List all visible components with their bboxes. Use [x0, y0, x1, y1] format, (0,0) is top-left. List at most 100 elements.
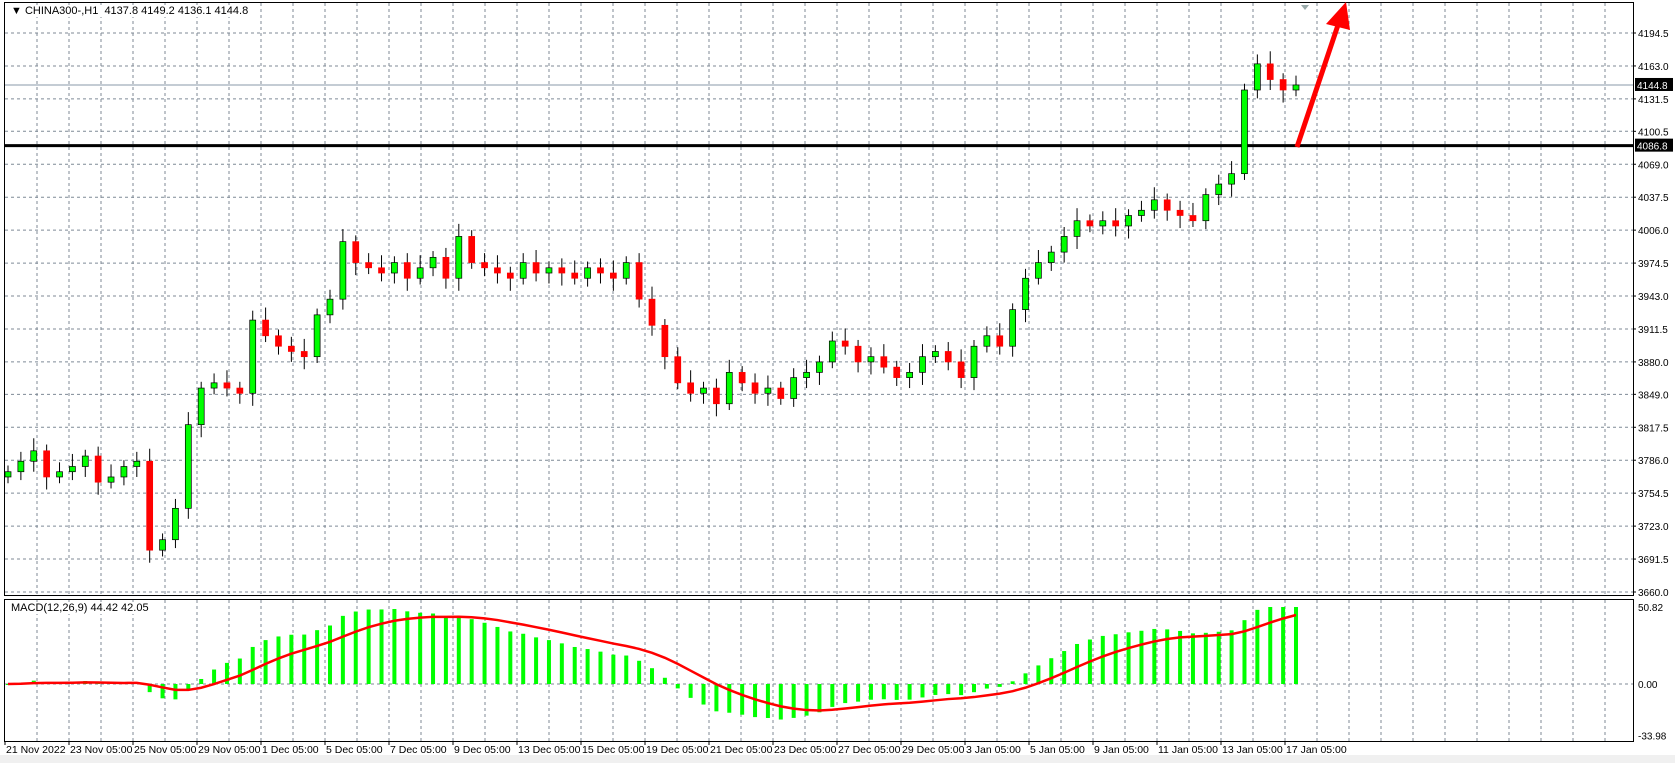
macd-histogram-bar — [353, 611, 358, 684]
macd-histogram-bar — [379, 609, 384, 684]
macd-histogram-bar — [340, 615, 345, 684]
candle — [854, 345, 862, 363]
arrow-up-icon — [1294, 24, 1341, 148]
symbol-label: CHINA300-,H1 — [24, 5, 99, 17]
candle — [30, 450, 38, 462]
candle — [777, 387, 785, 399]
macd-histogram-bar — [237, 658, 242, 684]
candle — [275, 335, 282, 347]
time-label: 21 Nov 2022 — [6, 744, 66, 756]
macd-histogram-bar — [199, 678, 204, 684]
candle — [816, 361, 823, 373]
chart-title: ▼ CHINA300-,H1 4137.8 4149.2 4136.1 4144… — [8, 5, 252, 17]
candle — [597, 267, 604, 274]
macd-histogram-bar — [173, 684, 178, 700]
candle — [545, 267, 553, 274]
candle — [880, 356, 888, 368]
macd-histogram-bar — [778, 684, 783, 720]
macd-histogram-bar — [727, 684, 732, 713]
candle — [4, 471, 12, 478]
candle — [1254, 63, 1261, 91]
price-label: 3880.0 — [1638, 358, 1669, 369]
candle — [648, 298, 656, 326]
candle — [288, 345, 295, 352]
candle — [661, 324, 669, 358]
macd-histogram-bar — [933, 684, 938, 695]
macd-histogram-bar — [224, 662, 229, 684]
candle — [1202, 194, 1210, 222]
candle — [1228, 173, 1235, 185]
candle — [1047, 251, 1055, 263]
price-label: 3723.0 — [1638, 522, 1669, 533]
candle — [1086, 220, 1094, 227]
candle — [1009, 309, 1016, 347]
candle — [249, 319, 257, 394]
candle — [56, 471, 63, 478]
macd-histogram-bar — [212, 669, 217, 684]
time-label: 13 Dec 05:00 — [518, 744, 581, 756]
macd-histogram-bar — [495, 626, 500, 684]
macd-histogram-bar — [1049, 658, 1054, 684]
candle — [1279, 79, 1287, 91]
macd-histogram-bar — [997, 684, 1002, 687]
price-label: 3911.5 — [1638, 325, 1668, 336]
candle — [841, 340, 849, 347]
candle — [622, 262, 630, 279]
candle — [700, 387, 707, 394]
macd-histogram-bar — [1242, 620, 1247, 684]
macd-histogram-bar — [1075, 643, 1080, 684]
macd-histogram-bar — [366, 609, 371, 684]
time-label: 25 Nov 05:00 — [134, 744, 197, 756]
candle — [506, 272, 514, 279]
macd-axis-label: 0.00 — [1638, 680, 1658, 691]
candle — [519, 262, 527, 279]
macd-histogram-bar — [1036, 665, 1041, 684]
macd-histogram-bar — [1268, 607, 1273, 684]
candle — [146, 460, 154, 551]
triangle-down-icon[interactable]: ▼ — [11, 5, 25, 17]
candle — [365, 262, 372, 269]
candle — [1138, 209, 1145, 216]
candle — [996, 335, 1004, 347]
candle — [1112, 220, 1120, 227]
candle — [584, 267, 591, 279]
macd-histogram-bar — [1010, 681, 1015, 684]
candle — [738, 372, 746, 384]
time-label: 9 Jan 05:00 — [1094, 744, 1149, 756]
macd-histogram-bar — [1139, 630, 1144, 684]
macd-histogram-bar — [250, 646, 255, 684]
macd-histogram-bar — [482, 622, 487, 684]
bottom-bar — [0, 755, 1675, 763]
macd-histogram-bar — [585, 649, 590, 684]
candle — [957, 361, 965, 378]
macd-histogram-bar — [302, 634, 307, 684]
candle — [172, 507, 179, 541]
macd-histogram-bar — [1178, 630, 1183, 684]
macd-histogram-bar — [1062, 651, 1067, 684]
macd-axis-label: -33.98 — [1638, 731, 1667, 742]
price-label: 3691.5 — [1638, 555, 1669, 566]
macd-histogram-bar — [521, 633, 526, 684]
price-label: 4069.0 — [1638, 160, 1669, 171]
macd-histogram-bar — [328, 625, 332, 684]
price-label: 3849.0 — [1638, 390, 1669, 401]
macd-histogram-bar — [263, 640, 268, 684]
macd-histogram-bar — [894, 684, 899, 700]
candle — [558, 267, 566, 274]
candle — [687, 382, 694, 394]
macd-axis-label: 50.82 — [1638, 603, 1663, 614]
macd-histogram-bar — [1281, 607, 1286, 684]
time-label: 5 Dec 05:00 — [326, 744, 383, 756]
candle — [1150, 199, 1158, 211]
candle — [262, 319, 269, 337]
macd-histogram-bar — [1294, 607, 1298, 684]
candle — [494, 267, 501, 274]
candle — [1189, 215, 1197, 222]
candle — [94, 455, 102, 483]
candle — [1292, 84, 1300, 91]
macd-histogram-bar — [791, 684, 796, 718]
macd-histogram-bar — [418, 612, 423, 684]
candle — [1060, 236, 1068, 253]
macd-histogram-bar — [662, 677, 667, 684]
